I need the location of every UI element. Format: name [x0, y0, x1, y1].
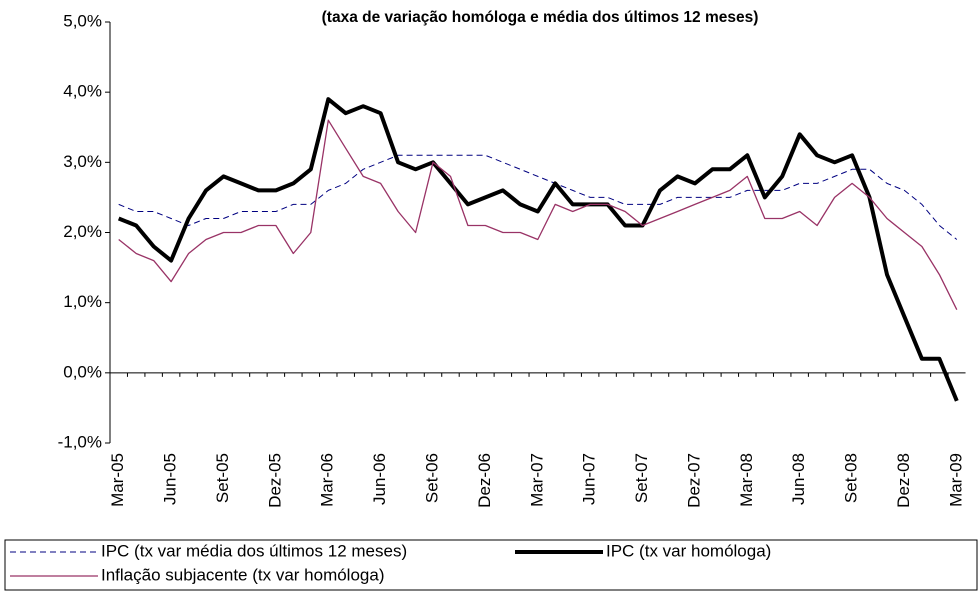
y-tick-label: 1,0% — [63, 292, 102, 311]
x-tick-label: Jun-08 — [789, 453, 808, 505]
x-tick-label: Set-06 — [422, 453, 441, 503]
x-tick-label: Jun-07 — [580, 453, 599, 505]
legend-label: IPC (tx var média dos últimos 12 meses) — [101, 541, 407, 560]
series-line — [118, 119, 958, 310]
x-tick-label: Jun-06 — [370, 453, 389, 505]
x-tick-label: Mar-09 — [946, 453, 965, 507]
legend-box — [4, 539, 978, 591]
series-line — [117, 97, 959, 402]
x-tick-label: Set-07 — [632, 453, 651, 503]
y-tick-label: 2,0% — [63, 222, 102, 241]
y-tick-label: -1,0% — [58, 432, 102, 451]
x-tick-label: Dez-05 — [265, 453, 284, 508]
x-tick-label: Mar-06 — [318, 453, 337, 507]
x-tick-label: Mar-07 — [527, 453, 546, 507]
x-tick-label: Dez-07 — [684, 453, 703, 508]
x-tick-label: Set-08 — [842, 453, 861, 503]
x-tick-label: Mar-08 — [737, 453, 756, 507]
y-tick-label: 5,0% — [63, 11, 102, 30]
legend-label: IPC (tx var homóloga) — [606, 541, 771, 560]
chart-title: (taxa de variação homóloga e média dos ú… — [322, 9, 759, 26]
y-tick-label: 0,0% — [63, 362, 102, 381]
y-tick-label: 4,0% — [63, 82, 102, 101]
legend-label: Inflação subjacente (tx var homóloga) — [101, 565, 385, 584]
y-tick-label: 3,0% — [63, 152, 102, 171]
series-line — [118, 154, 958, 240]
x-tick-label: Dez-08 — [894, 453, 913, 508]
x-tick-label: Mar-05 — [108, 453, 127, 507]
x-tick-label: Jun-05 — [161, 453, 180, 505]
x-tick-label: Set-05 — [213, 453, 232, 503]
x-tick-label: Dez-06 — [475, 453, 494, 508]
